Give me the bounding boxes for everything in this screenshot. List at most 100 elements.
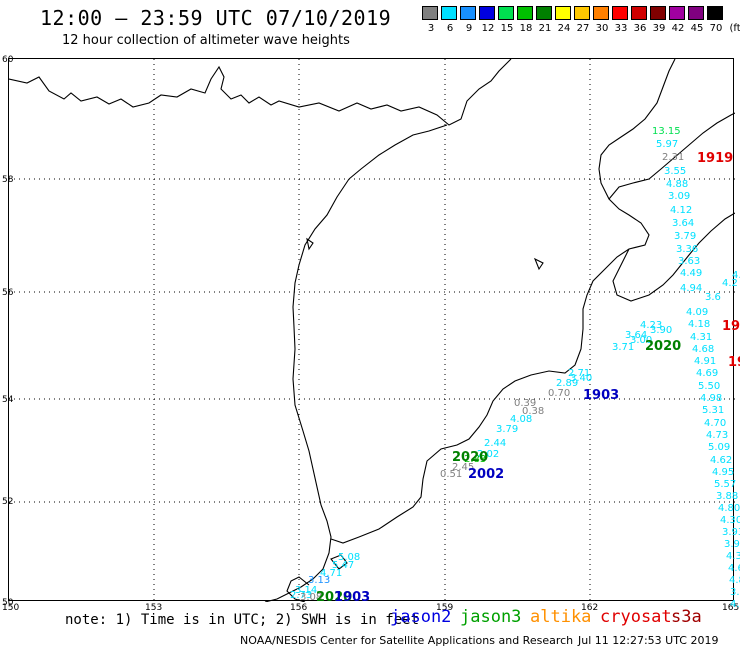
footer-note: note: 1) Time is in UTC; 2) SWH is in fe… bbox=[65, 612, 420, 628]
wave-height-label: 3.6 bbox=[705, 292, 721, 303]
wave-height-label: 4.2 bbox=[722, 278, 738, 289]
legend-swatch bbox=[631, 6, 647, 20]
wave-height-label: 4.23 bbox=[640, 320, 663, 331]
wave-height-label: 3.36 bbox=[676, 244, 699, 255]
wave-height-label: 2.31 bbox=[662, 152, 685, 163]
wave-height-label: 4.94 bbox=[680, 283, 703, 294]
pass-time-label: 1903 bbox=[583, 388, 620, 403]
legend-swatch bbox=[460, 6, 476, 20]
wave-height-label: 3.64 bbox=[672, 218, 695, 229]
wave-height-label: 4.70 bbox=[704, 418, 727, 429]
legend-swatch bbox=[422, 6, 438, 20]
legend-swatch bbox=[688, 6, 704, 20]
legend-swatch bbox=[669, 6, 685, 20]
legend-swatch bbox=[612, 6, 628, 20]
satellite-name-cryosat: cryosat bbox=[600, 607, 672, 627]
wave-height-label: 4.62 bbox=[710, 455, 733, 466]
longitude-tick-label: 162 bbox=[581, 603, 599, 613]
wave-height-label: 3.63 bbox=[678, 256, 701, 267]
wave-height-label: 3.13 bbox=[308, 575, 331, 586]
wave-height-label: 4.3 bbox=[726, 551, 740, 562]
legend-label: 36 bbox=[633, 23, 647, 34]
legend-swatch bbox=[479, 6, 495, 20]
wave-height-label: 3.88 bbox=[716, 491, 739, 502]
legend-swatch bbox=[574, 6, 590, 20]
map-panel bbox=[8, 58, 735, 602]
gridlines bbox=[9, 59, 735, 602]
wave-height-label: 4.69 bbox=[696, 368, 719, 379]
wave-height-label: 4.6 bbox=[728, 563, 740, 574]
legend-label: 42 bbox=[671, 23, 685, 34]
legend-label: 70 bbox=[709, 23, 723, 34]
legend-label: 24 bbox=[557, 23, 571, 34]
longitude-tick-label: 156 bbox=[290, 603, 308, 613]
wave-height-label: 4.91 bbox=[694, 356, 717, 367]
legend-label: 9 bbox=[465, 23, 473, 34]
wave-height-label: 4.68 bbox=[692, 344, 715, 355]
latitude-tick-label: 56 bbox=[2, 288, 14, 298]
wave-height-label: 5.50 bbox=[698, 381, 721, 392]
legend-label: 12 bbox=[481, 23, 495, 34]
legend-label: 18 bbox=[519, 23, 533, 34]
wave-height-label: 4.95 bbox=[712, 467, 735, 478]
pass-time-label: 2002 bbox=[468, 467, 505, 482]
legend-swatch bbox=[498, 6, 514, 20]
wave-height-label: 3.79 bbox=[496, 424, 519, 435]
wave-height-label: 13.15 bbox=[652, 126, 681, 137]
wave-height-label: 2.83 bbox=[464, 454, 487, 465]
legend-swatch bbox=[441, 6, 457, 20]
wave-height-label: 3.08 bbox=[300, 592, 323, 603]
wave-height-label: 5.09 bbox=[708, 442, 731, 453]
wave-height-label: 0.70 bbox=[548, 388, 571, 399]
credit-line: NOAA/NESDIS Center for Satellite Applica… bbox=[240, 634, 574, 647]
wave-height-label: 0.51 bbox=[440, 469, 463, 480]
wave-height-label: 4.18 bbox=[688, 319, 711, 330]
wave-height-label: 2.73 bbox=[290, 590, 313, 601]
wave-height-label: 5.31 bbox=[702, 405, 725, 416]
wave-height-label: 3.96 bbox=[724, 539, 740, 550]
wave-height-label: 5.57 bbox=[714, 479, 737, 490]
wave-height-label: 4.31 bbox=[690, 332, 713, 343]
wave-height-label: 3.14 bbox=[295, 585, 318, 596]
legend-label: 27 bbox=[576, 23, 590, 34]
wave-height-label: 4.4 bbox=[732, 270, 740, 281]
legend-swatch bbox=[536, 6, 552, 20]
legend-label: 45 bbox=[690, 23, 704, 34]
wave-height-label: 2.89 bbox=[556, 378, 579, 389]
chart-title: 12:00 – 23:59 UTC 07/10/2019 bbox=[40, 6, 392, 30]
legend-swatch bbox=[555, 6, 571, 20]
legend-label: 6 bbox=[446, 23, 454, 34]
latitude-tick-label: 54 bbox=[2, 395, 14, 405]
pass-time-label: 2020 bbox=[316, 590, 353, 605]
legend-label: 30 bbox=[595, 23, 609, 34]
pass-time-label: 2020 bbox=[645, 339, 682, 354]
wave-height-label: 4.09 bbox=[686, 307, 709, 318]
coastline bbox=[9, 59, 735, 602]
wave-height-label: 3.00 bbox=[630, 335, 653, 346]
satellite-name-s3a: s3a bbox=[671, 607, 702, 627]
legend-swatch bbox=[650, 6, 666, 20]
chart-subtitle: 12 hour collection of altimeter wave hei… bbox=[62, 33, 350, 48]
legend-swatch bbox=[707, 6, 723, 20]
wave-height-label: 4.73 bbox=[706, 430, 729, 441]
wave-height-label: 3.09 bbox=[668, 191, 691, 202]
pass-time-label: 2020 bbox=[452, 450, 489, 465]
wave-height-label: 4.49 bbox=[680, 268, 703, 279]
satellite-name-altika: altika bbox=[530, 607, 592, 627]
wave-height-label: 3.93 bbox=[722, 527, 740, 538]
latitude-tick-label: 58 bbox=[2, 175, 14, 185]
wave-height-label: 3.40 bbox=[570, 373, 593, 384]
wave-height-label: 4.12 bbox=[670, 205, 693, 216]
wave-height-label: 2.71 bbox=[568, 368, 591, 379]
timestamp: Jul 11 12:27:53 UTC 2019 bbox=[578, 634, 719, 647]
wave-height-label: 2.02 bbox=[477, 449, 500, 460]
wave-height-label: 3.64 bbox=[625, 330, 648, 341]
wave-height-label: 5.47 bbox=[332, 560, 355, 571]
wave-height-label: 4.88 bbox=[666, 179, 689, 190]
satellite-name-jason3: jason3 bbox=[460, 607, 522, 627]
legend-label: 21 bbox=[538, 23, 552, 34]
wave-height-label: 3.71 bbox=[612, 342, 635, 353]
wave-height-label: 3.79 bbox=[674, 231, 697, 242]
pass-time-label: 1903 bbox=[334, 590, 371, 605]
pass-time-label: 1919 bbox=[697, 151, 734, 166]
